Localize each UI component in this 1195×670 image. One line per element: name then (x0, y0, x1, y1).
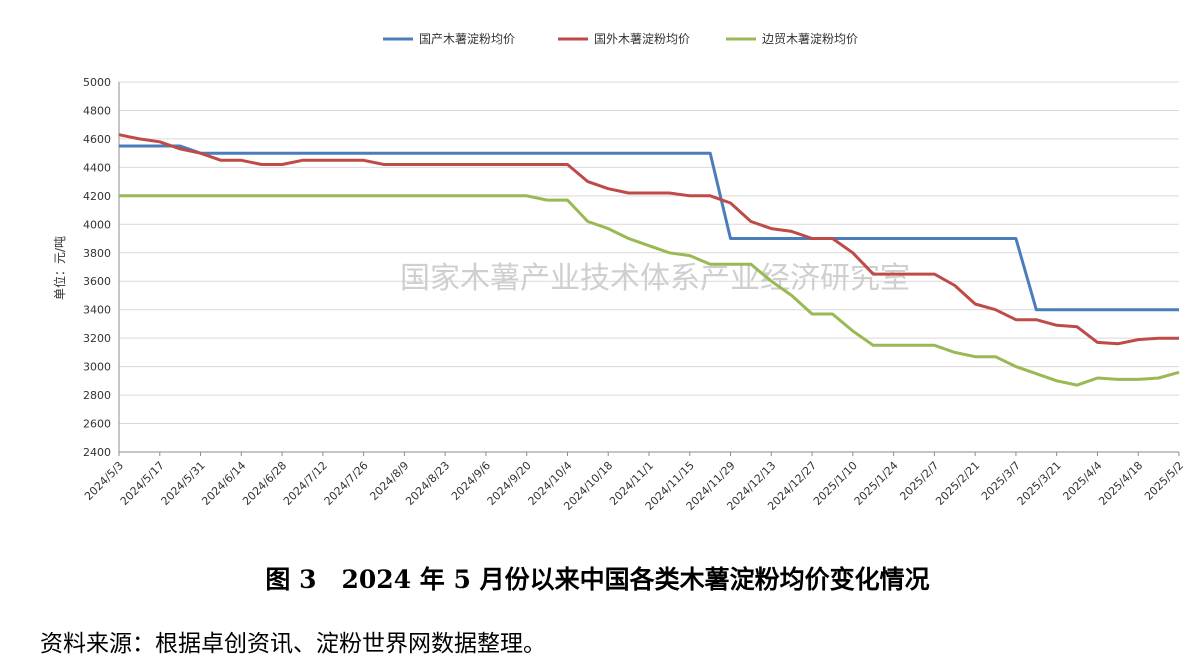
y-axis-ticks: 2400 2600 2800 3000 3200 3400 3600 3800 4000 4200… (83, 76, 111, 459)
x-tick-label: 2025/4/18 (1096, 459, 1145, 508)
series-line (118, 133, 1179, 346)
source-note: 资料来源：根据卓创资讯、淀粉世界网数据整理。 (40, 631, 546, 657)
x-tick-label: 2025/2/21 (933, 459, 982, 508)
y-tick-label: 3400 (83, 304, 111, 317)
grid-lines (119, 81, 1179, 453)
x-tick-label: 2024/8/23 (403, 459, 452, 508)
legend: 国产木薯淀粉均价 国外木薯淀粉均价 边贸木薯淀粉均价 (383, 32, 858, 46)
y-tick-label: 4400 (83, 161, 111, 174)
y-tick-label: 3800 (83, 247, 111, 260)
y-tick-label: 4600 (83, 133, 111, 146)
line-chart: 国产木薯淀粉均价 国外木薯淀粉均价 边贸木薯淀粉均价 单位：元/吨 2400 2600… (52, 32, 1186, 513)
y-tick-label: 4000 (83, 218, 111, 231)
y-tick-label: 3000 (83, 361, 111, 374)
legend-label: 国产木薯淀粉均价 (419, 32, 515, 46)
y-axis-label: 单位：元/吨 (52, 236, 67, 300)
x-axis-ticks: 2024/5/32024/5/172024/5/312024/6/142024/… (82, 452, 1186, 513)
y-tick-label: 5000 (83, 76, 111, 89)
series-lines (118, 133, 1180, 387)
y-tick-label: 3600 (83, 275, 111, 288)
y-tick-label: 2800 (83, 389, 111, 402)
y-tick-label: 2400 (83, 446, 111, 459)
series-line (119, 144, 1179, 312)
axes (118, 82, 1179, 453)
watermark-text: 国家木薯产业技术体系产业经济研究室 (400, 261, 910, 296)
legend-label: 边贸木薯淀粉均价 (762, 32, 858, 46)
y-tick-label: 4200 (83, 190, 111, 203)
x-tick-label: 2024/7/26 (322, 459, 371, 508)
x-tick-label: 2025/1/24 (852, 459, 901, 508)
y-tick-label: 3200 (83, 332, 111, 345)
series-line (119, 194, 1180, 387)
figure-title: 图 3 2024 年 5 月份以来中国各类木薯淀粉均价变化情况 (265, 565, 930, 594)
legend-label: 国外木薯淀粉均价 (594, 32, 690, 46)
y-tick-label: 4800 (83, 104, 111, 117)
y-tick-label: 2600 (83, 418, 111, 431)
x-tick-label: 2025/3/21 (1015, 459, 1064, 508)
x-tick-label: 2025/5/2 (1142, 459, 1186, 503)
